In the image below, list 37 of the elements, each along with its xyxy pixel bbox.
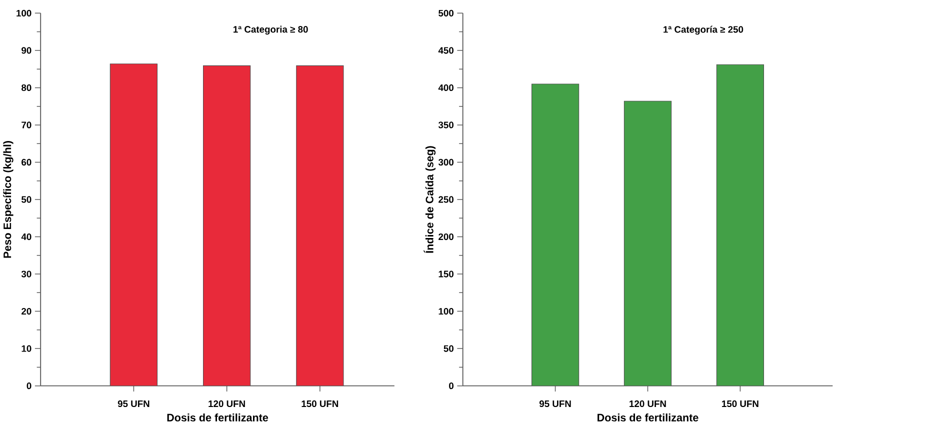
- y-tick-label: 250: [438, 196, 454, 203]
- y-tick-label: 450: [438, 47, 454, 54]
- y-axis-title: Peso Específico (kg/hl): [3, 141, 14, 258]
- x-axis-title: Dosis de fertilizante: [167, 413, 268, 422]
- y-tick-label: 100: [438, 308, 454, 315]
- annotation: 1ª Categoria ≥ 80: [234, 26, 308, 35]
- y-tick-label: 150: [438, 270, 454, 278]
- y-tick-label: 0: [26, 382, 32, 390]
- x-tick-label: 150 UFN: [722, 400, 758, 408]
- bar: [531, 84, 580, 386]
- y-tick-label: 70: [22, 122, 32, 128]
- x-tick-label: 120 UFN: [630, 400, 666, 408]
- y-tick-label: 40: [21, 233, 32, 240]
- bar: [716, 64, 764, 386]
- x-tick-label: 95 UFN: [118, 400, 150, 408]
- y-tick-label: 90: [22, 47, 32, 54]
- x-tick-label: 95 UFN: [539, 400, 571, 408]
- y-tick-label: 500: [438, 10, 454, 16]
- y-tick-label: 350: [438, 122, 454, 128]
- y-tick-label: 400: [438, 84, 454, 91]
- y-axis-title: Índice de Caída (seg): [424, 146, 436, 253]
- x-tick-label: 120 UFN: [208, 400, 245, 408]
- y-tick-label: 100: [16, 10, 32, 16]
- annotation: 1ª Categoría ≥ 250: [664, 26, 744, 35]
- y-tick-label: 20: [22, 308, 32, 315]
- y-tick-label: 10: [22, 345, 32, 352]
- y-tick-label: 200: [438, 233, 454, 240]
- y-tick-label: 60: [22, 158, 32, 166]
- y-tick-label: 50: [444, 345, 454, 352]
- x-axis-title: Dosis de fertilizante: [598, 413, 698, 422]
- x-tick-label: 150 UFN: [302, 400, 338, 408]
- y-tick-label: 30: [21, 270, 32, 278]
- bar: [624, 100, 672, 386]
- y-tick-label: 300: [438, 158, 454, 166]
- y-tick-label: 0: [449, 382, 454, 390]
- y-tick-label: 50: [22, 196, 32, 203]
- y-tick-label: 80: [22, 84, 32, 91]
